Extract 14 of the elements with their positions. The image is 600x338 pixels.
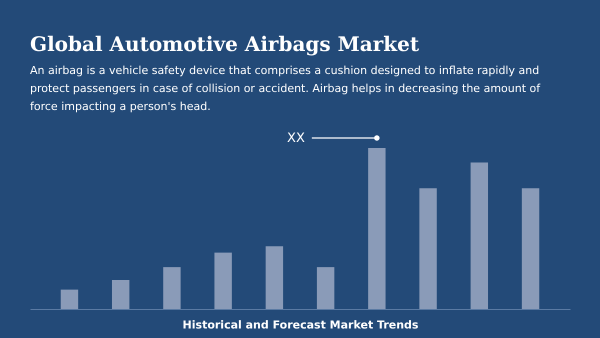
chart-title: Global Automotive Airbags Market — [30, 32, 420, 56]
bar — [60, 290, 78, 309]
bar — [368, 148, 386, 309]
bar — [214, 252, 232, 309]
bar — [112, 280, 130, 309]
bar — [266, 246, 284, 309]
bar — [522, 188, 540, 309]
bar — [163, 267, 181, 309]
bar — [316, 267, 334, 309]
bar — [470, 162, 488, 309]
chart-subtitle: An airbag is a vehicle safety device that comprises a cushion designed to inflate rapidly and protect passengers in case of collision or accident. Airbag helps in decreasing the amount of force impacting a person's head. — [30, 64, 542, 113]
x-axis-title: Historical and Forecast Market Trends — [182, 318, 419, 332]
bar — [419, 188, 437, 309]
text: XX — [287, 131, 305, 146]
